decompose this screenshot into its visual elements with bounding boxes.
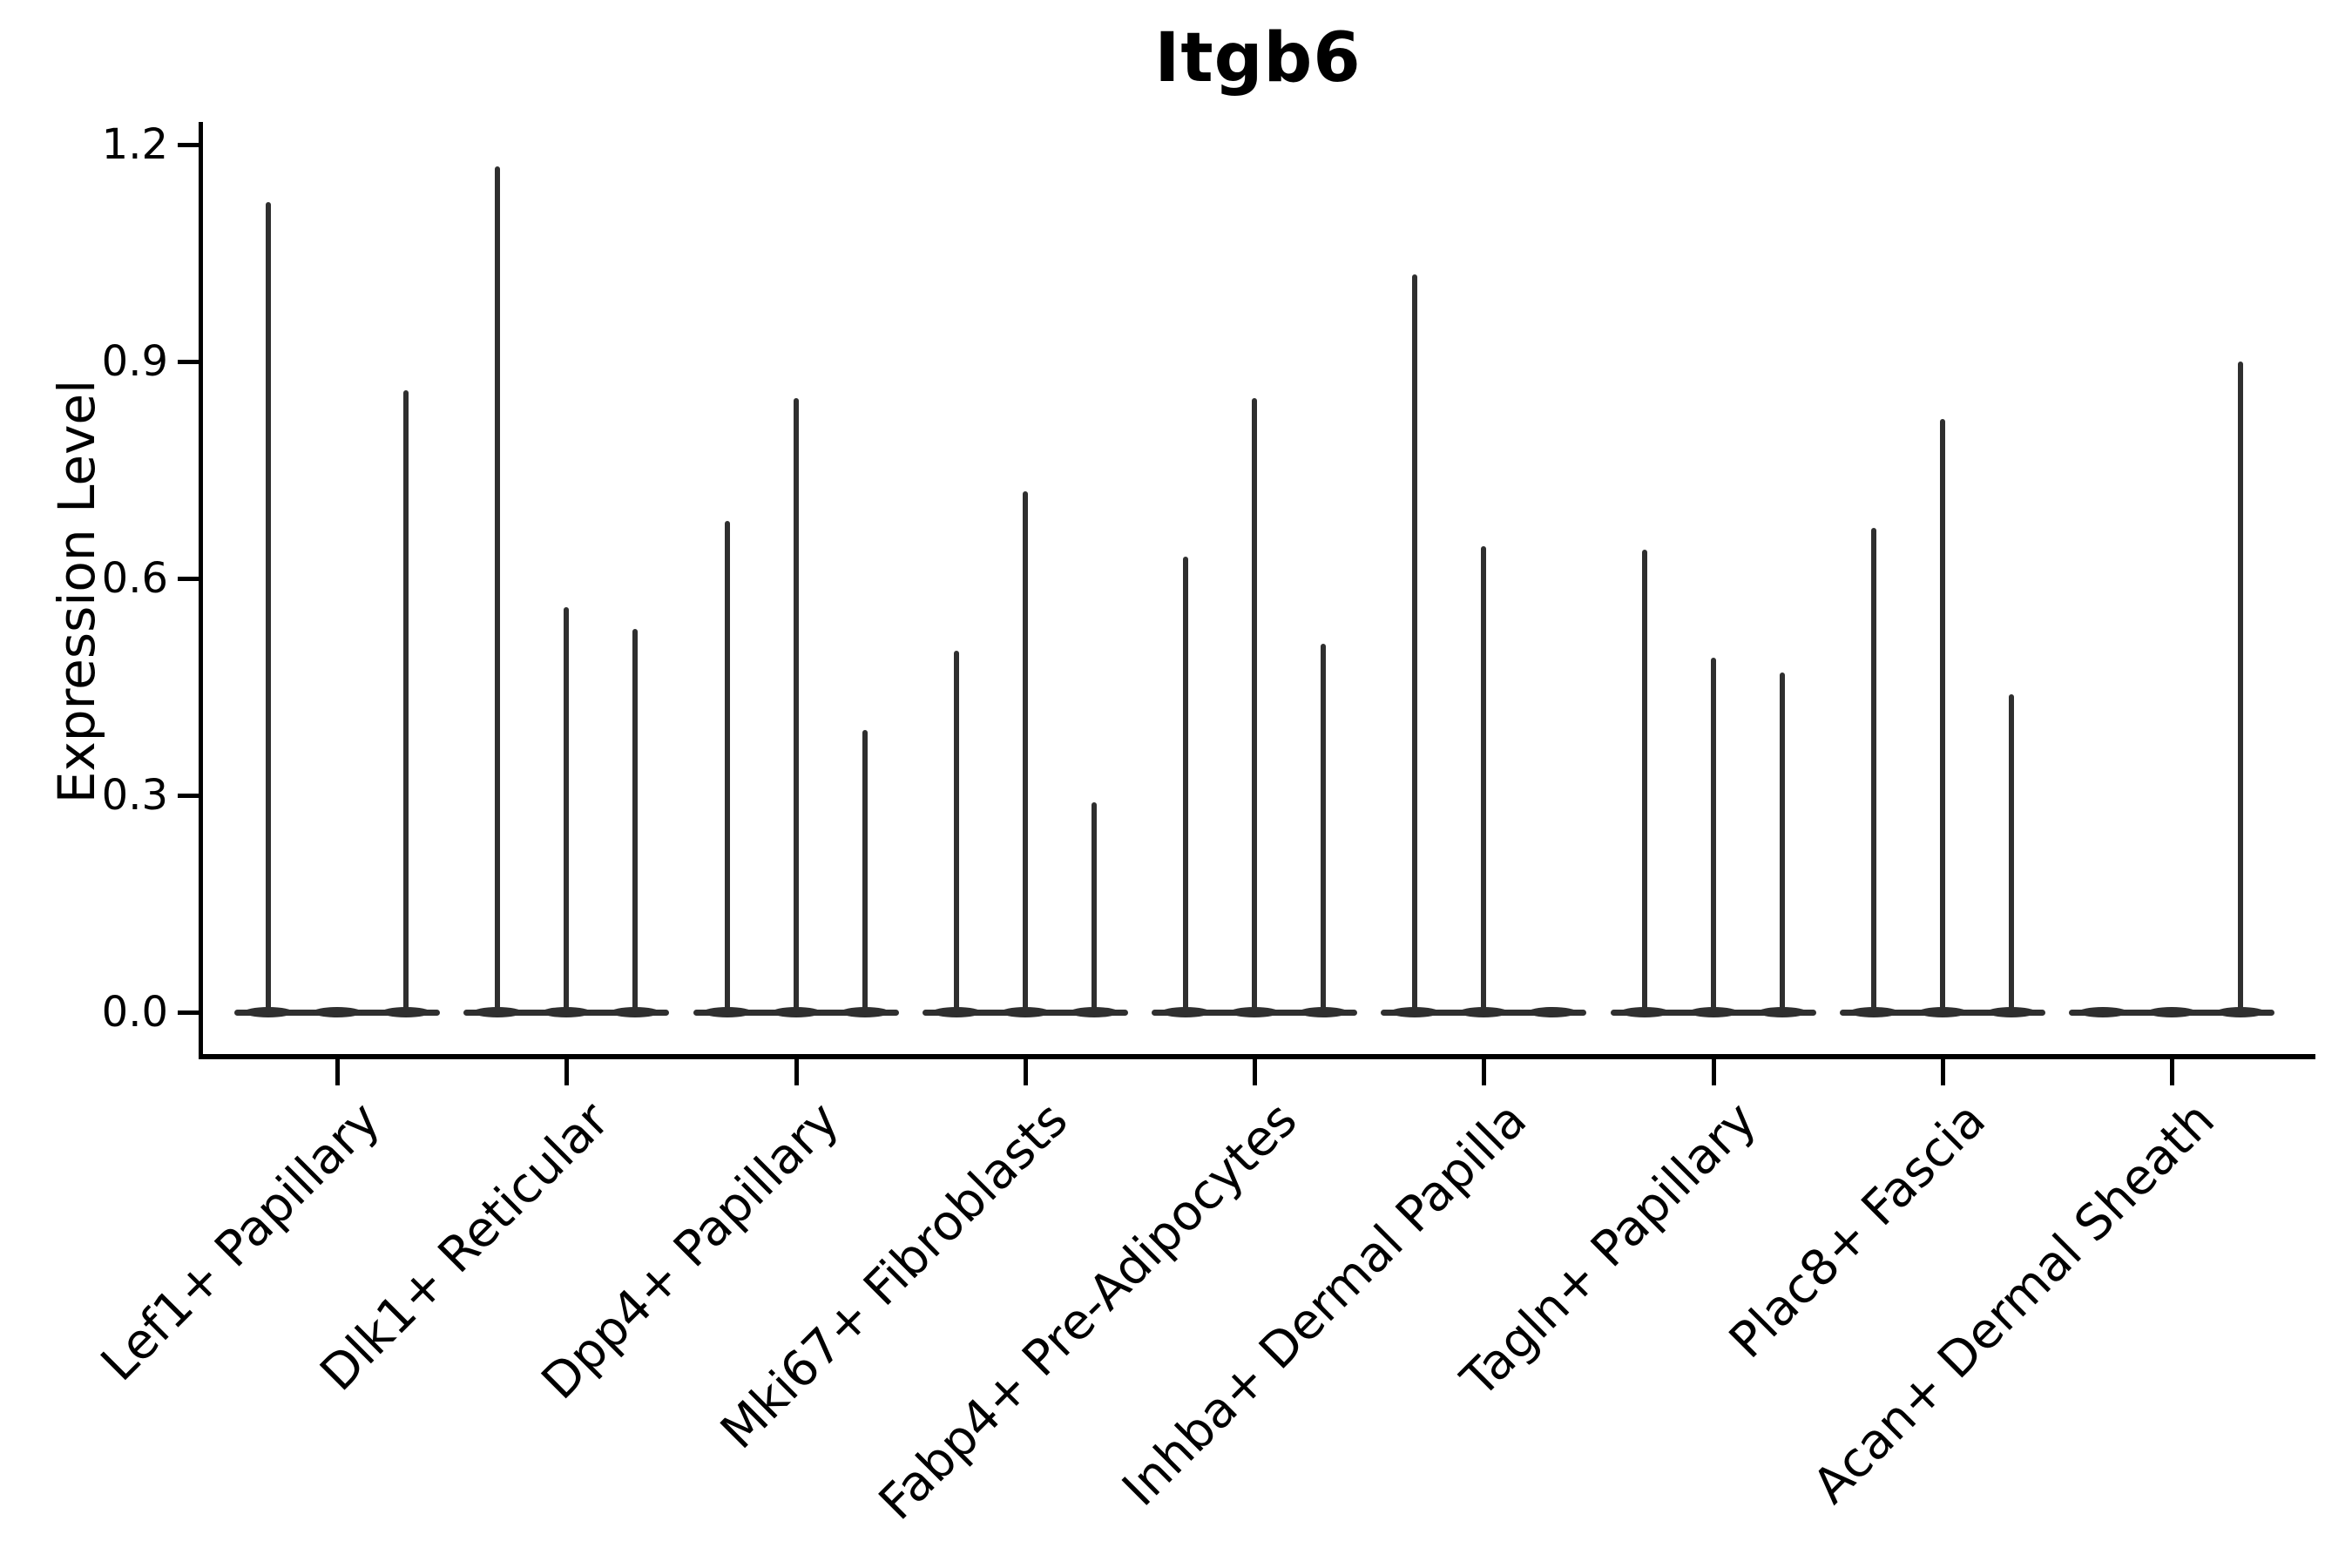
- violin-body: [2147, 1007, 2196, 1017]
- violin-spike: [1252, 397, 1257, 1016]
- violin-body: [313, 1007, 362, 1017]
- violin-spike: [1091, 802, 1097, 1016]
- x-axis-spine: [199, 1054, 2315, 1059]
- y-tick-label: 0.0: [101, 988, 168, 1037]
- chart-title: Itgb6: [1154, 19, 1362, 98]
- violin-body: [2078, 1007, 2127, 1017]
- y-tick-mark: [178, 794, 201, 798]
- violin-spike: [2238, 362, 2243, 1016]
- violin-spike: [953, 651, 959, 1016]
- y-tick-mark: [178, 143, 201, 147]
- y-tick-mark: [178, 1010, 201, 1015]
- y-tick-mark: [178, 360, 201, 364]
- violin-spike: [403, 390, 409, 1016]
- x-tick-mark: [1711, 1059, 1716, 1085]
- x-tick-mark: [1253, 1059, 1257, 1085]
- violin-spike: [564, 607, 570, 1016]
- y-tick-label: 0.3: [101, 771, 168, 820]
- x-tick-label: Fabp4+ Pre-Adipocytes: [868, 1092, 1308, 1531]
- violin-spike: [1779, 672, 1785, 1016]
- violin-spike: [1022, 491, 1028, 1016]
- y-tick-mark: [178, 577, 201, 581]
- violin-spike: [632, 629, 639, 1016]
- violin-spike: [1321, 643, 1326, 1016]
- x-tick-mark: [794, 1059, 799, 1085]
- violin-spike: [862, 730, 868, 1016]
- violin-spike: [1710, 658, 1716, 1016]
- y-tick-label: 1.2: [101, 120, 168, 169]
- violin-spike: [1183, 557, 1188, 1016]
- x-tick-label: Inhba+ Dermal Papilla: [1112, 1092, 1538, 1517]
- violin-spike: [793, 397, 799, 1016]
- violin-spike: [724, 520, 730, 1016]
- x-tick-mark: [1023, 1059, 1028, 1085]
- violin-spike: [266, 202, 271, 1016]
- violin-spike: [2008, 693, 2014, 1016]
- violin-spike: [1939, 419, 1945, 1016]
- x-tick-mark: [1482, 1059, 1487, 1085]
- x-tick-mark: [1940, 1059, 1945, 1085]
- violin-spike: [1641, 549, 1647, 1016]
- violin-body: [1528, 1007, 1578, 1017]
- violin-spike: [1481, 545, 1487, 1016]
- violin-spike: [1870, 527, 1876, 1016]
- y-tick-label: 0.6: [101, 554, 168, 603]
- x-tick-mark: [335, 1059, 340, 1085]
- y-axis-label: Expression Level: [47, 379, 106, 804]
- y-axis-spine: [199, 122, 203, 1059]
- violin-spike: [1412, 274, 1418, 1016]
- x-tick-mark: [564, 1059, 570, 1085]
- x-tick-mark: [2170, 1059, 2174, 1085]
- x-tick-label: Acan+ Dermal Sheath: [1802, 1092, 2226, 1515]
- y-tick-label: 0.9: [101, 337, 168, 386]
- violin-spike: [495, 166, 501, 1016]
